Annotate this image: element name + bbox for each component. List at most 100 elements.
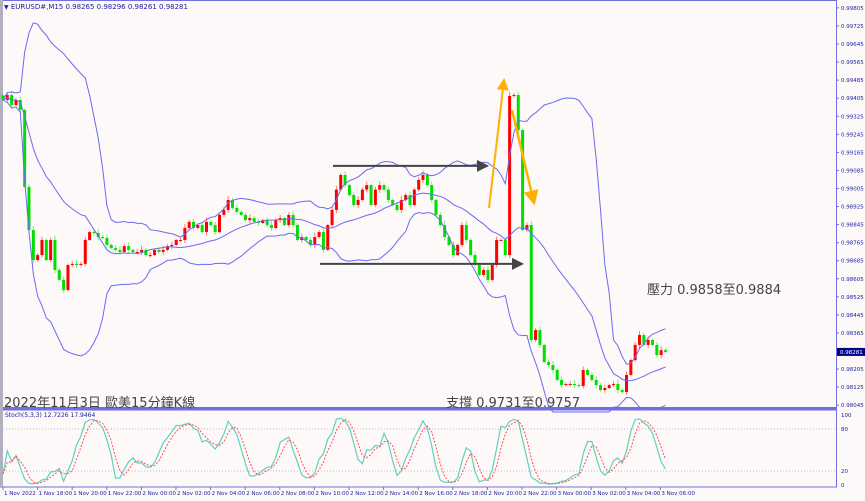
candle: [57, 267, 61, 282]
candle: [607, 383, 611, 390]
y-tick-label: 0.99805: [841, 6, 864, 12]
candle: [252, 216, 256, 224]
candle: [27, 184, 31, 233]
candle: [170, 241, 174, 249]
candle: [386, 186, 390, 203]
candle-body: [577, 385, 581, 387]
x-tick-label: 2 Nov 18:00: [454, 491, 488, 497]
y-tick-label: 0.98525: [841, 295, 864, 301]
y-tick-label: 0.99245: [841, 132, 864, 138]
candle: [14, 97, 18, 107]
candle: [313, 232, 317, 249]
candle-body: [218, 214, 221, 233]
y-tick-label: 0.99725: [841, 24, 864, 30]
y-tick-label: 0.98765: [841, 241, 864, 247]
candle-body: [651, 339, 654, 345]
candle-body: [352, 195, 356, 205]
candle-body: [534, 330, 538, 340]
candle-body: [140, 249, 144, 252]
candle-body: [655, 344, 659, 356]
candle-body: [490, 265, 494, 280]
orange-up-arrow: [488, 78, 509, 209]
candle: [638, 330, 642, 349]
candle: [218, 213, 221, 234]
candle: [248, 213, 252, 224]
candle: [243, 212, 247, 223]
candle-body: [516, 95, 520, 131]
candle-body: [135, 251, 139, 253]
x-tick-label: 2 Nov 02:00: [177, 491, 211, 497]
candle-body: [62, 279, 66, 291]
candle-body: [209, 221, 213, 226]
candle-body: [590, 374, 594, 380]
candle: [655, 342, 659, 358]
candle-body: [265, 220, 269, 226]
x-tick-label: 2 Nov 04:00: [212, 491, 246, 497]
candle: [96, 228, 100, 241]
left-edge: [0, 0, 3, 487]
candle: [36, 253, 40, 262]
bb-middle: [2, 96, 666, 382]
candle-body: [443, 225, 447, 238]
y-tick-label: 0.99005: [841, 186, 864, 192]
y-tick-label: 0.98045: [841, 403, 864, 409]
candle: [633, 342, 637, 363]
candle: [516, 91, 520, 133]
candle-body: [586, 369, 590, 375]
candle: [594, 375, 598, 389]
candle-body: [88, 232, 92, 240]
candle: [568, 381, 572, 387]
candle: [226, 195, 230, 214]
x-tick-label: 3 Nov 06:00: [661, 491, 695, 497]
panel-separator[interactable]: [0, 407, 837, 410]
candle-body: [495, 239, 499, 266]
candle: [166, 244, 170, 252]
candle: [542, 343, 546, 364]
candle: [148, 251, 152, 258]
candle-body: [451, 244, 455, 256]
candle-body: [248, 218, 252, 221]
candle: [79, 261, 83, 267]
x-tick-label: 2 Nov 08:00: [281, 491, 315, 497]
candle: [412, 188, 416, 207]
candle: [560, 376, 564, 388]
candle-body: [274, 220, 278, 228]
candle-body: [482, 269, 486, 275]
candle: [66, 263, 70, 292]
candle: [525, 222, 529, 233]
candle: [321, 228, 325, 253]
candle: [616, 379, 620, 394]
candle-body: [1, 95, 5, 100]
candle-body: [473, 255, 477, 266]
candle: [473, 251, 477, 268]
candle: [612, 381, 616, 388]
candle: [378, 181, 382, 193]
candle: [49, 237, 53, 263]
candle: [373, 186, 377, 208]
triangle-down-icon[interactable]: ▼: [4, 4, 9, 11]
candle-body: [161, 249, 165, 252]
y-tick-label: 0.98605: [841, 277, 864, 283]
candle-body: [269, 225, 273, 228]
candle: [114, 245, 118, 253]
candle: [105, 234, 109, 248]
candle: [239, 210, 243, 216]
x-tick-label: 1 Nov 22:00: [108, 491, 142, 497]
candle: [140, 245, 144, 256]
y-tick-label: 0.98845: [841, 223, 864, 229]
y-tick-label: 0.99325: [841, 114, 864, 120]
candle-body: [529, 225, 533, 340]
candle-body: [144, 249, 148, 256]
candle: [53, 235, 57, 274]
resistance-annotation: 壓力 0.9858至0.9884: [647, 283, 782, 298]
candle-body: [109, 244, 113, 249]
y-tick-label: 0.98365: [841, 331, 864, 337]
candle: [551, 360, 555, 374]
candle: [456, 243, 460, 257]
candle: [404, 193, 408, 202]
candle: [451, 241, 455, 258]
candle-body: [503, 239, 507, 256]
candle-body: [620, 390, 624, 393]
candle-body: [243, 214, 247, 221]
